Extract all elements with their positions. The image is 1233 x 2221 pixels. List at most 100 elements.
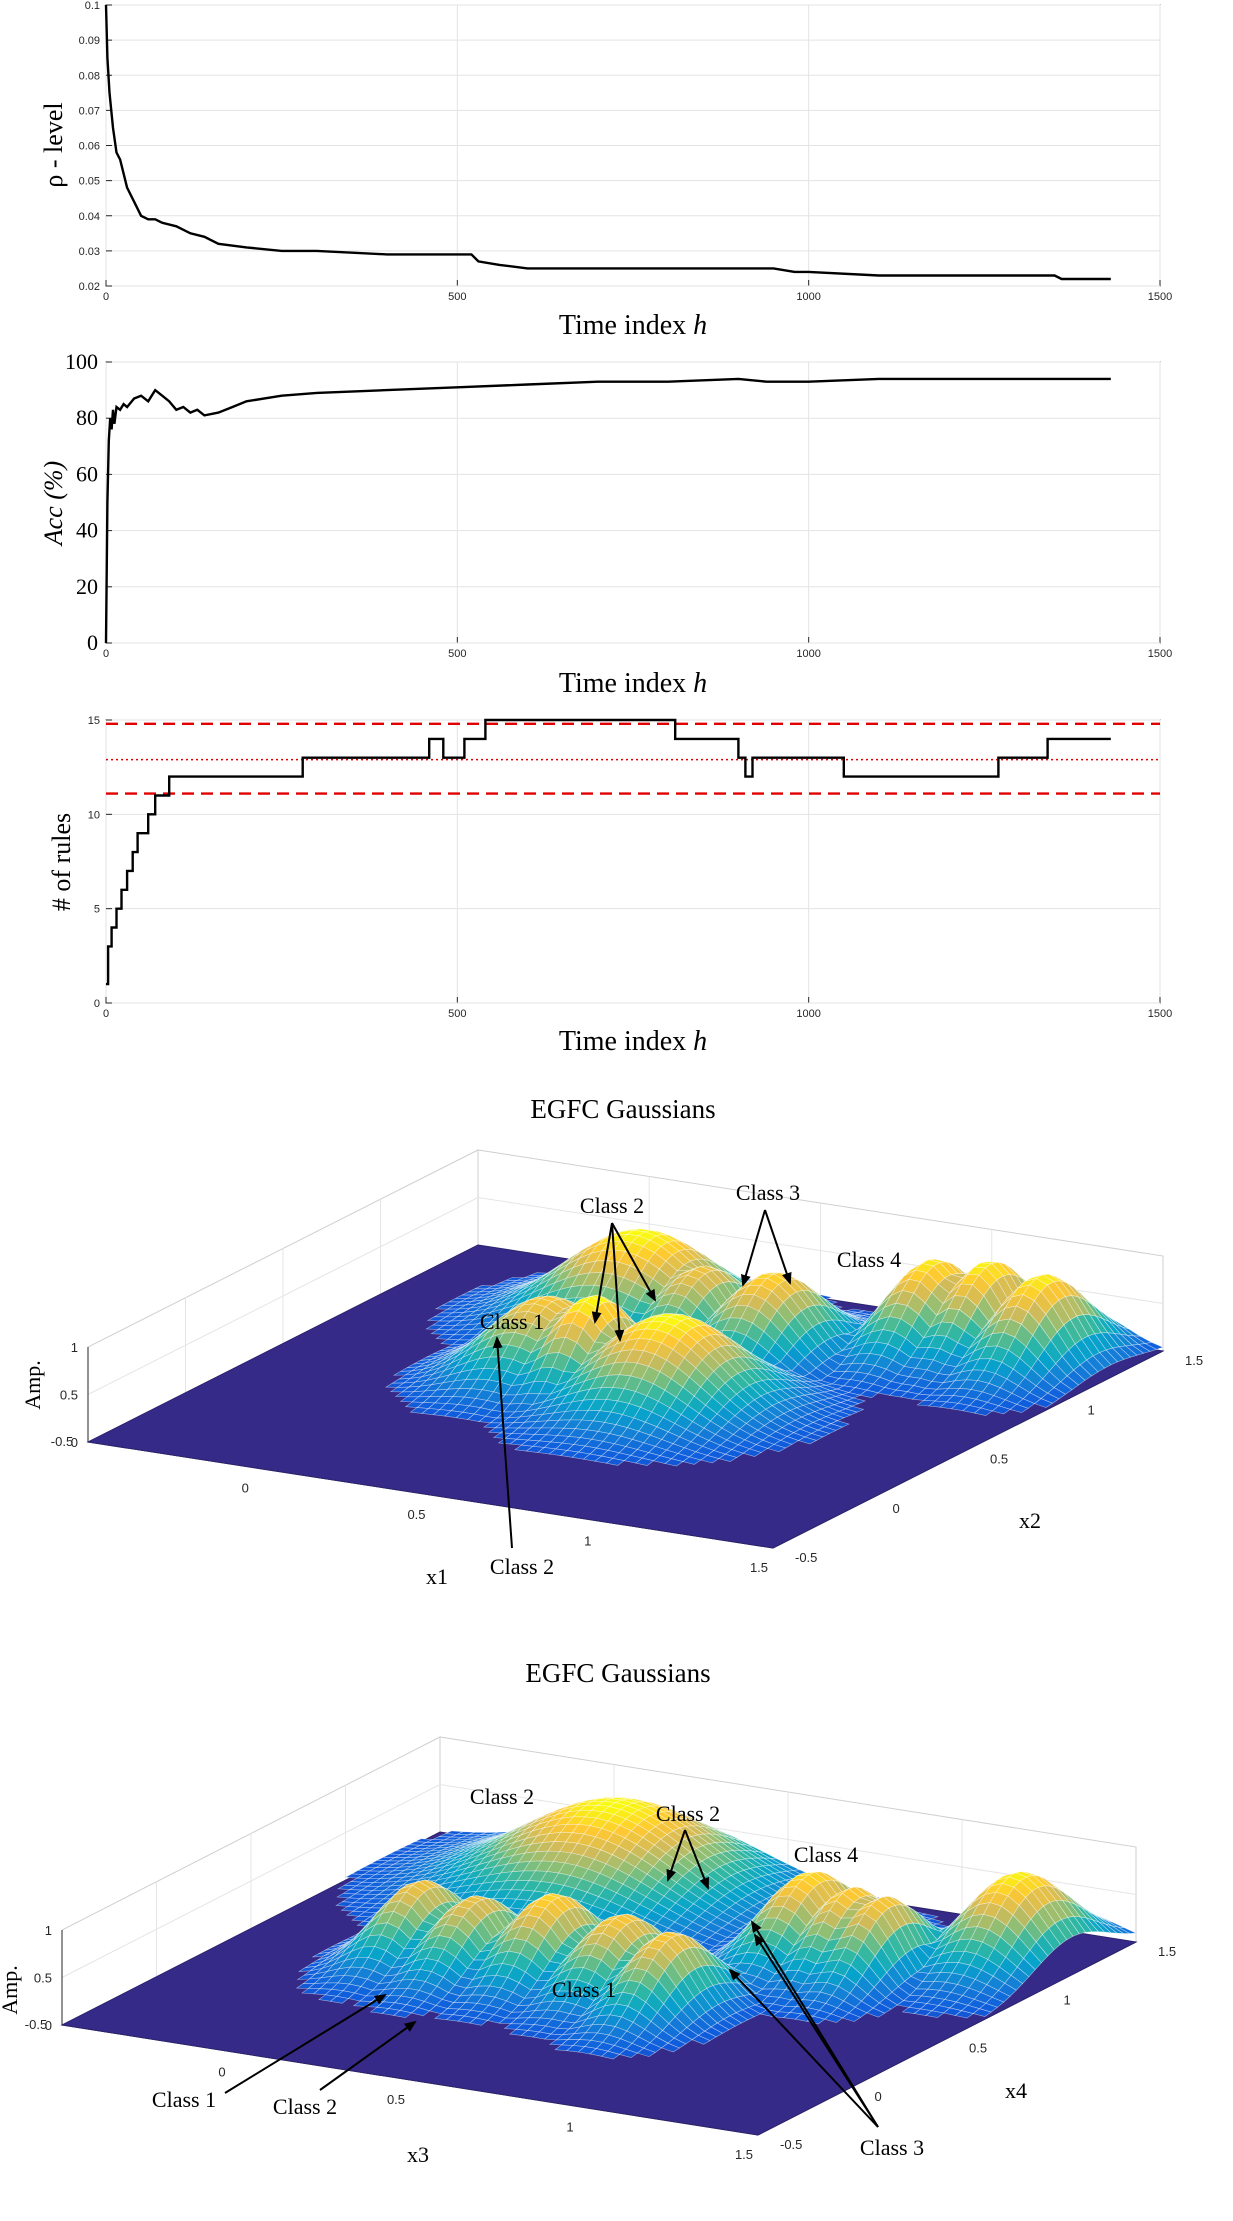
surface2-title: EGFC Gaussians	[525, 1658, 710, 1688]
arrow-class2-bottom	[492, 1336, 513, 1549]
rho-xlabel-text: Time index	[559, 310, 686, 341]
x-tick-label: 500	[448, 648, 466, 660]
x-tick-label: 0.5	[387, 2092, 405, 2107]
z-gridline	[61, 1783, 1137, 1978]
surface1-mesh	[86, 1228, 1165, 1549]
arrow2-class2-b	[684, 1829, 709, 1890]
z-tick-label: 1	[45, 1923, 52, 1938]
annotation2-class2-mid: Class 2	[656, 1801, 720, 1826]
surface-cell	[618, 2048, 639, 2058]
surface2-xlabel: x3	[407, 2142, 429, 2167]
rho-xlabel: Time index h	[559, 310, 707, 341]
annotation-class2-top: Class 2	[580, 1193, 644, 1218]
surface1-tick-labels: -0.500.511.5-0.500.511.500.51	[51, 1340, 1203, 1575]
accuracy-panel: 0 500 1000 1500 0 20 40 60 80 100 Time index h Ac…	[39, 349, 1172, 699]
y-tick-label: 40	[76, 518, 98, 543]
x-tick-label: 0	[242, 1481, 249, 1496]
y-tick-label: 5	[94, 904, 100, 916]
y-tick-label: -0.5	[795, 1550, 817, 1565]
rho-grid	[105, 4, 1161, 287]
surface-cell	[1009, 1403, 1029, 1413]
arrow-class2-a	[591, 1222, 613, 1324]
rho-ylabel: ρ - level	[39, 102, 68, 187]
surface-cell	[682, 1456, 702, 1465]
y-tick-label: 15	[88, 715, 100, 727]
y-tick-label: 0.04	[79, 211, 100, 223]
arrow2-class2-bottom	[319, 2020, 417, 2091]
surface-cell	[766, 1444, 787, 1453]
rules-ylabel: # of rules	[47, 813, 76, 911]
y-tick-label: 0	[87, 630, 98, 655]
annotation-class4: Class 4	[837, 1247, 901, 1272]
x-tick-label: 1500	[1148, 648, 1172, 660]
surface-cell	[824, 2013, 844, 2023]
surface-cell	[954, 2010, 974, 2019]
y-tick-label: 0.05	[79, 176, 100, 188]
acc-ylabel: Acc (%)	[39, 461, 68, 547]
surface-cell	[991, 1405, 1011, 1415]
y-tick-label: 0.5	[969, 2041, 987, 2056]
rho-level-panel: 0 500 1000 1500 0.02 0.03 0.04 0.05 0.06 0.07 0.08…	[39, 0, 1172, 341]
surface-cell	[411, 2007, 431, 2017]
rules-tick-labels: 0 500 1000 1500 0 5 10 15	[88, 715, 1172, 1020]
rules-panel: 0 500 1000 1500 0 5 10 15 Time index h # of rul…	[47, 715, 1172, 1057]
annotation-class1: Class 1	[480, 1309, 544, 1334]
y-tick-label: 0.08	[79, 70, 100, 82]
surface1-title: EGFC Gaussians	[530, 1094, 715, 1124]
rules-xlabel: Time index h	[559, 1026, 707, 1057]
y-tick-label: 0.03	[79, 246, 100, 258]
rules-xlabel-var: h	[693, 1026, 707, 1057]
annotation2-class1-center: Class 1	[552, 1977, 616, 2002]
rules-xlabel-text: Time index	[559, 1026, 686, 1057]
surface1-zlabel: Amp.	[20, 1360, 45, 1410]
z-tick-label: 1	[71, 1340, 78, 1355]
surface2-ylabel: x4	[1005, 2078, 1027, 2103]
surface-cell	[691, 2035, 711, 2045]
x-tick-label: 1500	[1148, 291, 1172, 303]
y-tick-label: -0.5	[780, 2137, 802, 2152]
y-tick-label: 1.5	[1158, 1944, 1176, 1959]
x-tick-label: 0	[218, 2065, 225, 2080]
y-tick-label: 0.09	[79, 35, 100, 47]
surface-cell	[600, 2050, 621, 2060]
y-tick-label: 1.5	[1185, 1353, 1203, 1368]
z-tick-label: 0	[71, 1435, 78, 1450]
surface-panel-1: EGFC Gaussians -0.500.511.5-0.500.511.50…	[20, 1094, 1203, 1589]
surface2-tick-labels: -0.500.511.5-0.500.511.500.51	[25, 1923, 1176, 2162]
surface-cell	[664, 1458, 684, 1467]
arrow-class2-c	[611, 1222, 656, 1302]
x-tick-label: 1500	[1148, 1008, 1172, 1020]
x-tick-label: 0.5	[407, 1507, 425, 1522]
y-tick-label: 0	[875, 2089, 882, 2104]
surface-cell	[797, 1436, 818, 1445]
rho-tick-labels: 0 500 1000 1500 0.02 0.03 0.04 0.05 0.06 0.07 0.08…	[79, 0, 1173, 303]
arrow2-class3-a	[728, 1968, 879, 2128]
annotation-class2-bottom: Class 2	[490, 1554, 554, 1579]
x-tick-label: 1	[584, 1534, 591, 1549]
surface-cell	[635, 1457, 655, 1466]
x-tick-label: 1000	[796, 648, 820, 660]
y-tick-label: 0.1	[85, 0, 100, 12]
acc-grid	[105, 361, 1161, 644]
y-tick-label: 0	[94, 998, 100, 1010]
surface2-annotations: Class 2 Class 2 Class 4 Class 1 Class 1 …	[152, 1784, 924, 2160]
annotation2-class3: Class 3	[860, 2135, 924, 2160]
z-tick-label: 0.5	[60, 1388, 78, 1403]
x-tick-label: 1000	[796, 1008, 820, 1020]
surface-cell	[718, 1453, 738, 1462]
acc-tick-labels: 0 500 1000 1500 0 20 40 60 80 100	[65, 349, 1172, 660]
surface-cell	[329, 1995, 350, 2004]
x-tick-label: 0	[103, 648, 109, 660]
surface-cell	[866, 2007, 886, 2018]
x-tick-label: 1.5	[735, 2147, 753, 2162]
surface2-zlabel: Amp.	[0, 1965, 22, 2015]
y-tick-label: 0.06	[79, 141, 100, 153]
surface-cell	[660, 2042, 681, 2053]
z-tick-label: 0	[45, 2018, 52, 2033]
rho-series-line	[104, 4, 1111, 281]
x-tick-label: -0.5	[25, 2017, 47, 2032]
surface1-xlabel: x1	[426, 1564, 448, 1589]
surface2-mesh	[60, 1797, 1138, 2136]
x-tick-label: 1.5	[750, 1560, 768, 1575]
